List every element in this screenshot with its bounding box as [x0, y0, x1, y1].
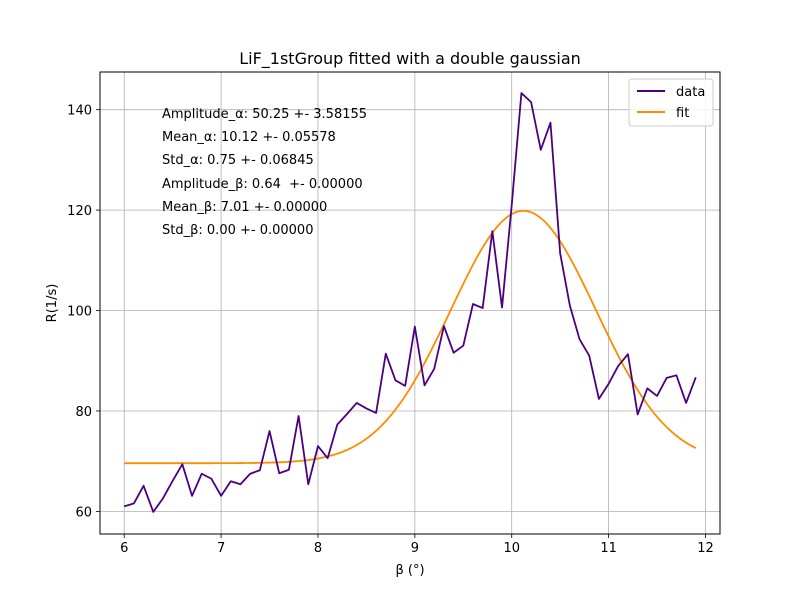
- x-tick-label: 10: [503, 541, 520, 556]
- chart-title: LiF_1stGroup fitted with a double gaussi…: [239, 49, 581, 69]
- fit-parameters: Amplitude_α: 50.25 +- 3.58155 Mean_α: 10…: [162, 107, 367, 238]
- grid: [100, 72, 720, 534]
- annotation-std-alpha: Std_α: 0.75 +- 0.06845: [162, 153, 314, 168]
- series-line-data: [123, 92, 697, 513]
- x-tick-label: 9: [411, 541, 419, 556]
- y-axis: 60 80 100 120 140: [67, 104, 100, 520]
- legend-label-fit: fit: [676, 106, 689, 121]
- legend: data fit: [628, 78, 714, 127]
- y-tick-label: 100: [67, 305, 92, 320]
- annotation-std-beta: Std_β: 0.00 +- 0.00000: [162, 223, 313, 238]
- x-tick-label: 8: [314, 541, 322, 556]
- legend-label-data: data: [676, 85, 705, 100]
- y-tick-label: 80: [75, 405, 92, 420]
- y-tick-label: 120: [67, 204, 92, 219]
- plot-area: [123, 92, 697, 513]
- x-tick-label: 11: [600, 541, 617, 556]
- annotation-mean-beta: Mean_β: 7.01 +- 0.00000: [162, 200, 327, 215]
- y-axis-label: R(1/s): [45, 284, 60, 323]
- y-tick-label: 140: [67, 104, 92, 119]
- annotation-mean-alpha: Mean_α: 10.12 +- 0.05578: [162, 130, 336, 145]
- series-line-fit: [124, 209, 697, 465]
- x-axis-label: β (°): [395, 563, 424, 578]
- x-tick-label: 6: [120, 541, 128, 556]
- x-axis: 6 7 8 9 10 11 12: [120, 534, 714, 556]
- annotation-amplitude-beta: Amplitude_β: 0.64 +- 0.00000: [162, 177, 363, 192]
- annotation-amplitude-alpha: Amplitude_α: 50.25 +- 3.58155: [162, 107, 367, 122]
- axes-frame: [99, 71, 721, 535]
- y-tick-label: 60: [75, 505, 92, 520]
- x-tick-label: 12: [697, 541, 714, 556]
- x-tick-label: 7: [217, 541, 225, 556]
